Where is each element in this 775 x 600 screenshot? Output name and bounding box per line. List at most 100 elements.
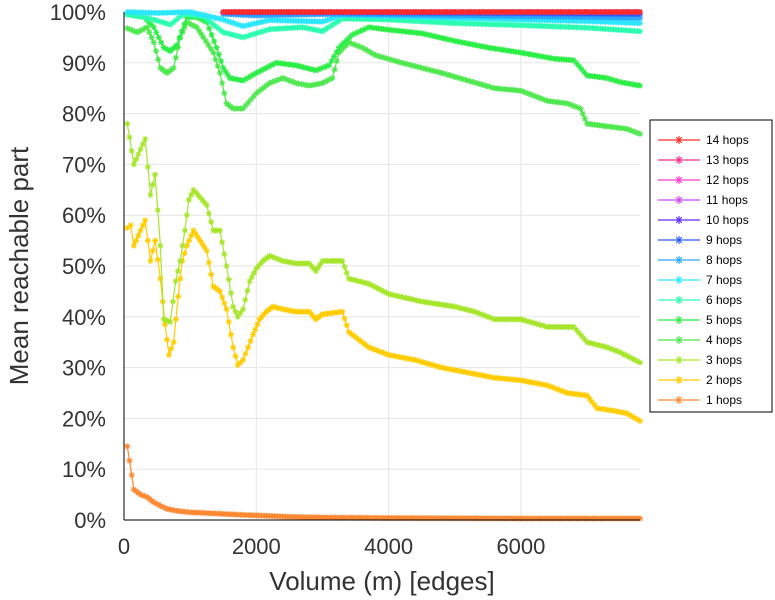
data-point — [343, 322, 350, 329]
data-point — [334, 18, 341, 25]
data-point — [331, 20, 338, 27]
data-point — [255, 68, 262, 75]
data-point — [237, 33, 244, 40]
data-point — [390, 57, 397, 64]
data-point — [200, 34, 207, 41]
data-point — [378, 349, 385, 356]
data-point — [423, 31, 430, 38]
legend-marker — [675, 296, 683, 304]
data-point — [181, 227, 188, 234]
data-point — [124, 224, 131, 231]
legend-entry: 7 hops — [658, 273, 742, 287]
series-6-hops — [124, 11, 643, 41]
data-point — [293, 62, 299, 69]
data-point — [375, 348, 382, 355]
data-point — [554, 386, 561, 393]
data-point — [165, 46, 172, 53]
data-point — [124, 25, 131, 32]
data-point — [151, 16, 158, 23]
data-point — [230, 31, 237, 38]
data-point — [253, 20, 260, 27]
data-point — [126, 134, 133, 141]
data-point — [421, 30, 428, 37]
legend-marker — [675, 316, 683, 324]
data-point — [422, 65, 429, 72]
legend-label: 3 hops — [706, 353, 742, 367]
data-point — [315, 264, 322, 271]
data-point — [162, 45, 169, 52]
y-tick-label: 10% — [62, 457, 106, 482]
legend-marker — [675, 256, 683, 264]
data-point — [329, 15, 336, 22]
data-point — [340, 44, 347, 51]
legend-entry: 1 hops — [658, 393, 742, 407]
data-point — [271, 78, 278, 85]
data-point — [157, 502, 164, 509]
data-point — [336, 17, 343, 24]
data-point — [160, 44, 167, 51]
data-point — [170, 339, 177, 346]
data-point — [220, 29, 227, 36]
data-point — [329, 75, 336, 82]
data-point — [191, 22, 198, 29]
data-point — [255, 29, 262, 36]
data-point — [159, 503, 166, 510]
data-point — [466, 307, 473, 314]
data-point — [240, 356, 247, 363]
data-point — [142, 136, 149, 142]
data-point — [358, 338, 365, 345]
data-point — [183, 242, 190, 249]
data-point — [258, 18, 265, 25]
data-point — [227, 290, 234, 297]
data-point — [216, 227, 223, 234]
data-point — [329, 21, 336, 28]
data-point — [242, 296, 249, 303]
data-point — [586, 395, 593, 402]
data-point — [317, 261, 324, 268]
data-point — [214, 63, 221, 70]
data-point — [459, 305, 466, 312]
data-point — [546, 383, 553, 390]
data-point — [398, 293, 405, 300]
data-point — [380, 349, 387, 356]
legend-label: 12 hops — [706, 173, 749, 187]
data-point — [199, 11, 206, 18]
data-point — [253, 30, 260, 37]
data-point — [544, 382, 551, 389]
data-point — [305, 65, 312, 72]
x-tick-label: 0 — [118, 534, 130, 559]
data-point — [198, 16, 205, 23]
data-point — [331, 53, 338, 60]
data-point — [319, 80, 326, 87]
data-point — [216, 288, 223, 295]
data-point — [269, 79, 276, 86]
data-point — [372, 52, 379, 59]
data-point — [591, 402, 598, 409]
data-point — [393, 58, 400, 65]
data-point — [596, 342, 603, 349]
data-point — [345, 275, 352, 282]
data-point — [353, 42, 360, 49]
data-point — [364, 47, 371, 54]
data-point — [215, 15, 222, 22]
data-point — [188, 232, 195, 239]
data-point — [634, 129, 641, 136]
data-point — [334, 13, 341, 20]
data-point — [378, 287, 385, 294]
data-point — [295, 62, 302, 69]
data-point — [135, 151, 142, 158]
legend-marker — [675, 196, 683, 204]
data-point — [486, 314, 493, 321]
data-point — [242, 76, 249, 83]
data-point — [181, 21, 188, 28]
data-point — [367, 49, 374, 56]
data-point — [167, 21, 174, 28]
data-point — [406, 61, 413, 68]
data-point — [192, 189, 199, 196]
data-point — [215, 51, 222, 58]
data-point — [148, 21, 155, 28]
data-point — [444, 36, 451, 43]
data-point — [614, 348, 621, 355]
data-point — [520, 317, 527, 324]
